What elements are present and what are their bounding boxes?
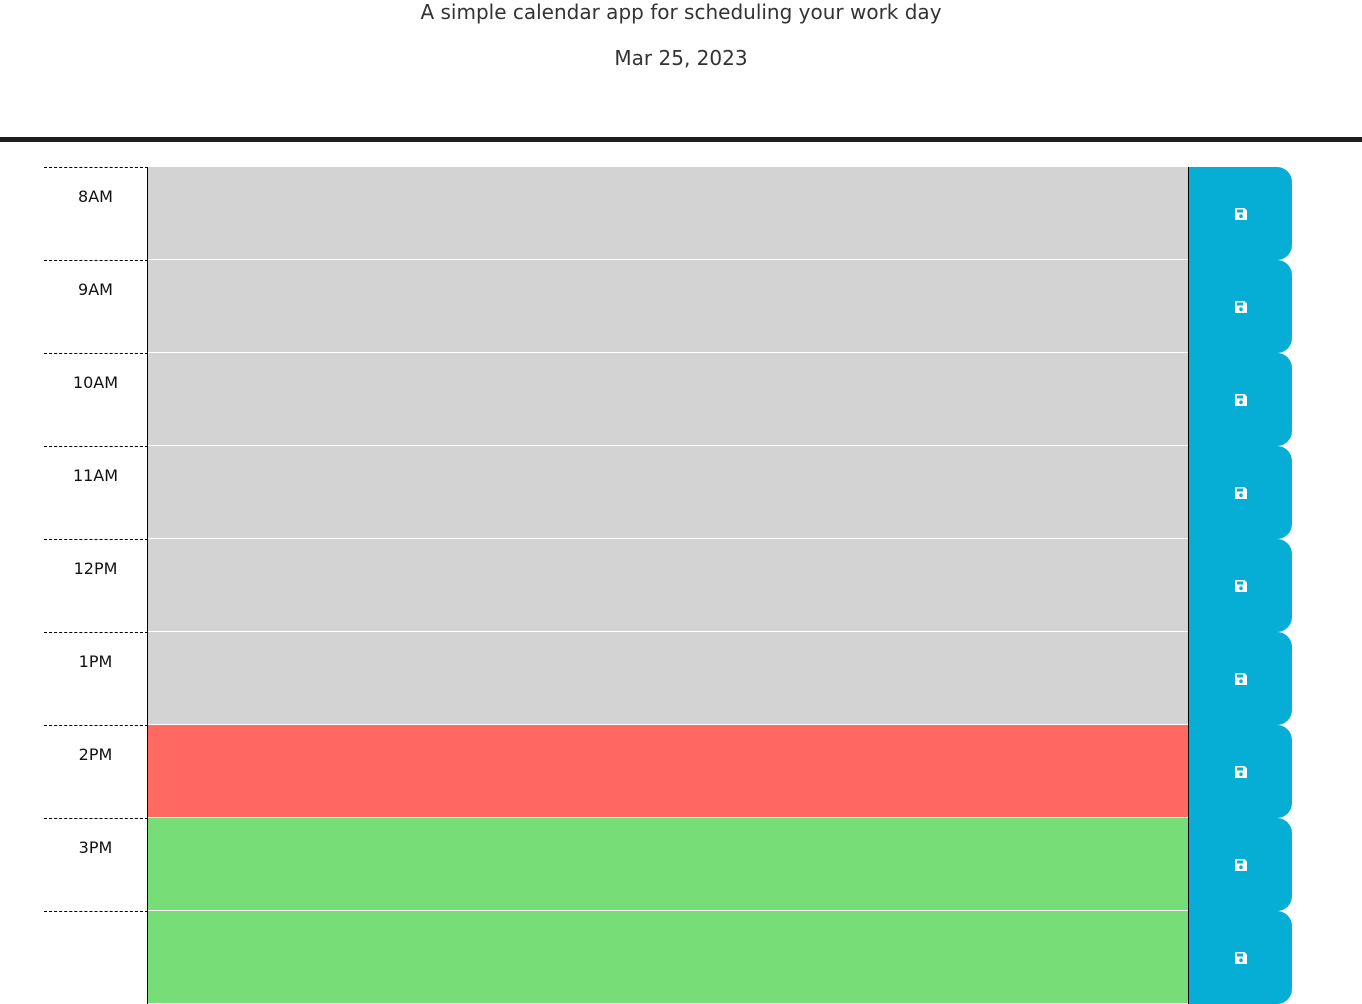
save-button[interactable] <box>1188 725 1292 818</box>
save-icon <box>1234 300 1247 313</box>
event-description-input[interactable] <box>148 539 1188 632</box>
save-button[interactable] <box>1188 818 1292 911</box>
time-block-row: 10AM <box>44 353 1292 446</box>
event-description-input[interactable] <box>148 818 1188 911</box>
save-button[interactable] <box>1188 446 1292 539</box>
event-description-input[interactable] <box>148 167 1188 260</box>
time-block-row: 12PM <box>44 539 1292 632</box>
hour-label: 9AM <box>44 260 148 353</box>
header-divider <box>0 137 1362 142</box>
event-description-input[interactable] <box>148 353 1188 446</box>
save-icon <box>1234 486 1247 499</box>
event-description-input[interactable] <box>148 446 1188 539</box>
save-icon <box>1234 393 1247 406</box>
save-button[interactable] <box>1188 911 1292 1004</box>
save-button[interactable] <box>1188 353 1292 446</box>
time-block-row: 1PM <box>44 632 1292 725</box>
time-block-row: 8AM <box>44 167 1292 260</box>
time-block-row <box>44 911 1292 1004</box>
hour-label: 2PM <box>44 725 148 818</box>
time-block-row: 11AM <box>44 446 1292 539</box>
current-date: Mar 25, 2023 <box>614 46 748 70</box>
save-button[interactable] <box>1188 260 1292 353</box>
save-icon <box>1234 207 1247 220</box>
page-header: A simple calendar app for scheduling you… <box>0 0 1362 137</box>
app-subtitle: A simple calendar app for scheduling you… <box>420 0 942 24</box>
save-icon <box>1234 765 1247 778</box>
save-icon <box>1234 858 1247 871</box>
hour-label <box>44 911 148 1004</box>
timeblock-list: 8AM 9AM 10AM 11AM 12PM 1PM 2PM 3PM <box>44 167 1292 1004</box>
hour-label: 3PM <box>44 818 148 911</box>
save-button[interactable] <box>1188 632 1292 725</box>
save-icon <box>1234 951 1247 964</box>
event-description-input[interactable] <box>148 632 1188 725</box>
hour-label: 11AM <box>44 446 148 539</box>
save-button[interactable] <box>1188 167 1292 260</box>
event-description-input[interactable] <box>148 260 1188 353</box>
time-block-row: 3PM <box>44 818 1292 911</box>
hour-label: 12PM <box>44 539 148 632</box>
save-icon <box>1234 672 1247 685</box>
hour-label: 8AM <box>44 167 148 260</box>
hour-label: 1PM <box>44 632 148 725</box>
event-description-input[interactable] <box>148 911 1188 1004</box>
event-description-input[interactable] <box>148 725 1188 818</box>
hour-label: 10AM <box>44 353 148 446</box>
save-button[interactable] <box>1188 539 1292 632</box>
time-block-row: 9AM <box>44 260 1292 353</box>
time-block-row: 2PM <box>44 725 1292 818</box>
save-icon <box>1234 579 1247 592</box>
